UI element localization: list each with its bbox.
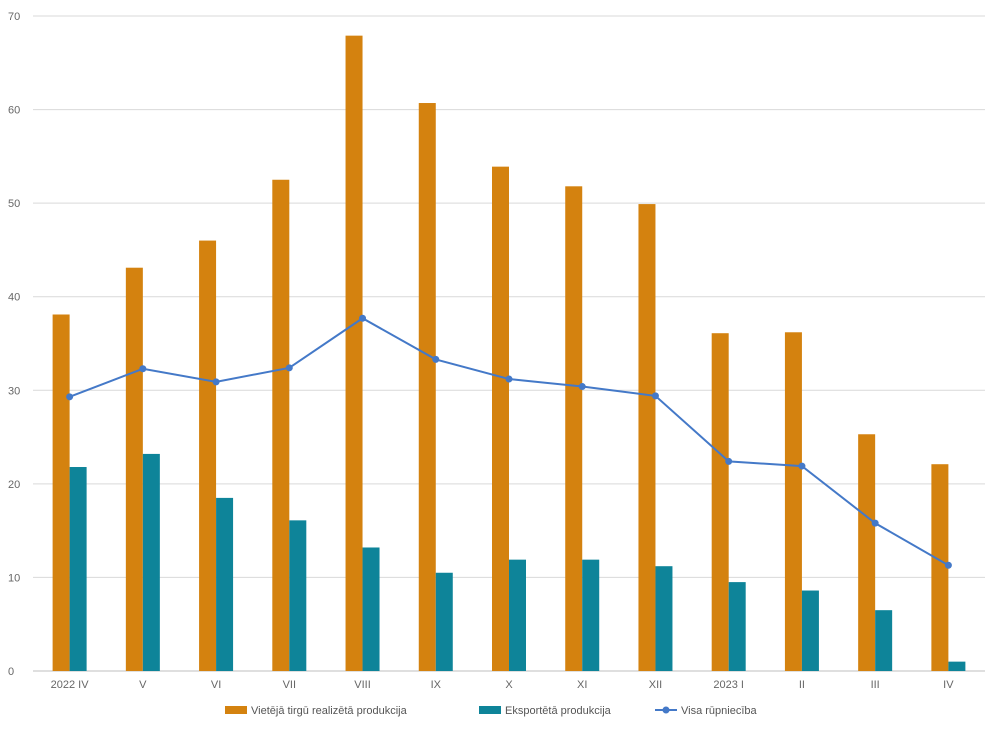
bar-export (801, 590, 819, 671)
x-tick-label: IV (943, 679, 954, 691)
legend-marker (662, 706, 670, 714)
y-tick-label: 20 (8, 479, 20, 491)
line-point (944, 561, 952, 569)
legend-label: Vietējā tirgū realizētā produkcija (251, 705, 408, 717)
bar-domestic (345, 35, 363, 671)
legend-label: Visa rūpniecība (681, 705, 758, 717)
x-tick-label: XII (649, 679, 662, 691)
bar-export (655, 566, 673, 671)
legend-item: Eksportētā produkcija (479, 705, 612, 717)
bar-export (362, 547, 380, 671)
line-point (578, 383, 586, 391)
y-tick-label: 60 (8, 105, 20, 117)
y-tick-label: 30 (8, 385, 20, 397)
bar-domestic (52, 314, 70, 671)
line-point (66, 393, 74, 401)
line-point (725, 457, 733, 465)
line-point (285, 364, 293, 372)
bar-export (582, 559, 600, 671)
line-point (505, 375, 513, 383)
y-tick-label: 40 (8, 292, 20, 304)
x-tick-label: III (871, 679, 880, 691)
line-point (139, 365, 147, 373)
line-point (651, 392, 659, 400)
x-tick-label: VII (283, 679, 296, 691)
line-point (798, 462, 806, 470)
bar-export (728, 582, 746, 671)
bar-domestic (418, 103, 436, 672)
x-tick-label: 2023 I (713, 679, 744, 691)
legend-item: Visa rūpniecība (655, 705, 758, 717)
x-tick-label: X (505, 679, 513, 691)
bar-domestic (858, 434, 876, 671)
x-axis-ticks: 2022 IV V VI VII VIII IX X XI XII 2023 I II III IV (51, 679, 955, 691)
bar-domestic (199, 240, 217, 672)
legend-swatch (479, 706, 501, 714)
bar-domestic (492, 166, 509, 671)
bar-domestic (272, 179, 290, 671)
bar-domestic (784, 332, 802, 671)
bar-domestic (931, 464, 949, 671)
x-tick-label: VIII (354, 679, 371, 691)
y-tick-label: 10 (8, 572, 20, 584)
x-tick-label: 2022 IV (51, 679, 90, 691)
line-series (66, 314, 952, 569)
bar-export (509, 559, 526, 671)
line-point (432, 355, 440, 363)
bar-domestic (565, 186, 583, 672)
bar-export (216, 497, 234, 671)
bar-export (948, 661, 966, 671)
bar-domestic (125, 267, 143, 671)
legend-item: Vietējā tirgū realizētā produkcija (225, 705, 408, 717)
y-tick-label: 50 (8, 198, 20, 210)
x-tick-label: VI (211, 679, 221, 691)
line-point (359, 314, 367, 322)
bar-export (69, 467, 87, 671)
bar-export (435, 572, 453, 671)
line-point (212, 378, 220, 386)
y-tick-label: 70 (8, 11, 20, 23)
bar-export (142, 453, 160, 671)
bar-domestic (711, 333, 729, 671)
legend: Vietējā tirgū realizētā produkcija Ekspor… (225, 705, 758, 717)
y-axis-ticks: 0 10 20 30 40 50 60 70 (8, 11, 20, 678)
x-tick-label: IX (431, 679, 442, 691)
bar-domestic (638, 204, 656, 672)
x-tick-label: XI (577, 679, 587, 691)
bar-export (875, 610, 893, 671)
x-tick-label: II (799, 679, 805, 691)
legend-label: Eksportētā produkcija (505, 705, 612, 717)
line-point (871, 519, 879, 527)
y-tick-label: 0 (8, 666, 14, 678)
bar-export (289, 520, 307, 671)
bars (52, 35, 966, 672)
legend-swatch (225, 706, 247, 714)
x-tick-label: V (139, 679, 147, 691)
